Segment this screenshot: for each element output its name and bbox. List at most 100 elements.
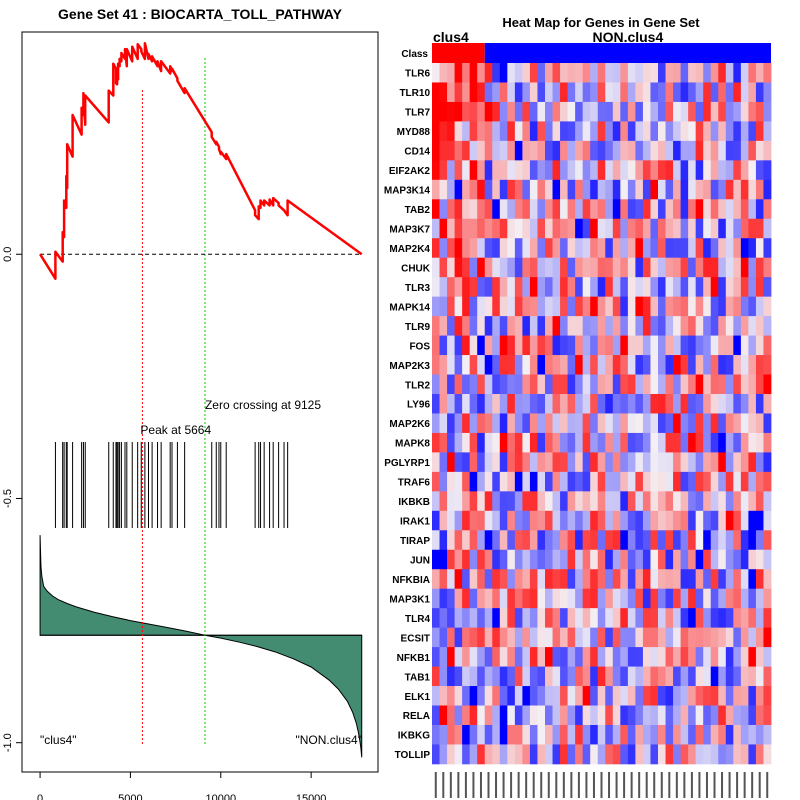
- heatmap-cell: [529, 510, 538, 531]
- heatmap-cell: [492, 588, 501, 609]
- heatmap-cell: [755, 744, 764, 765]
- heatmap-cell: [725, 199, 734, 220]
- heatmap-cell: [763, 121, 772, 142]
- heatmap-cell: [514, 63, 523, 83]
- heatmap-cell: [514, 374, 523, 395]
- heatmap-cell: [703, 63, 712, 83]
- heatmap-cell: [740, 82, 749, 103]
- heatmap-cell: [575, 666, 584, 687]
- heatmap-cell: [477, 355, 486, 375]
- heatmap-cell: [612, 179, 621, 200]
- heatmap-cell: [665, 140, 674, 161]
- heatmap-cell: [755, 393, 764, 414]
- heatmap-cell: [575, 530, 584, 551]
- heatmap-cell: [695, 199, 704, 220]
- gene-row-label: NFKB1: [397, 653, 431, 664]
- heatmap-cell: [454, 296, 463, 317]
- heatmap-cell: [462, 471, 471, 492]
- heatmap-cell: [763, 218, 772, 239]
- enrichment-score-curve: [39, 41, 363, 280]
- heatmap-cell: [432, 238, 440, 259]
- heatmap-cell: [605, 316, 614, 336]
- heatmap-cell: [582, 355, 591, 375]
- heatmap-cell: [597, 569, 606, 590]
- heatmap-cell: [575, 627, 584, 648]
- heatmap-cell: [582, 724, 591, 745]
- heatmap-cell: [499, 608, 508, 629]
- heatmap-cell: [605, 393, 614, 414]
- heatmap-cell: [673, 432, 681, 453]
- heatmap-cell: [477, 744, 486, 765]
- heatmap-cell: [537, 335, 546, 356]
- heatmap-cell: [627, 277, 636, 298]
- heatmap-cell: [733, 569, 742, 590]
- heatmap-cell: [605, 238, 614, 259]
- heatmap-cell: [665, 374, 674, 395]
- heatmap-cell: [522, 647, 531, 667]
- heatmap-cell: [763, 627, 772, 648]
- heatmap-cell: [590, 413, 599, 434]
- heatmap-cell: [627, 82, 636, 103]
- heatmap-cell: [725, 491, 734, 512]
- heatmap-cell: [627, 257, 636, 278]
- heatmap-cell: [725, 316, 734, 336]
- heatmap-cell: [545, 101, 553, 122]
- heatmap-cell: [575, 160, 584, 181]
- heatmap-cell: [703, 530, 712, 551]
- heatmap-cell: [627, 160, 636, 181]
- heatmap-cell: [567, 374, 576, 395]
- heatmap-cell: [597, 374, 606, 395]
- heatmap-cell: [612, 452, 621, 473]
- heatmap-cell: [499, 355, 508, 375]
- heatmap-cell: [627, 705, 636, 726]
- heatmap-cell: [763, 63, 772, 83]
- heatmap-cell: [725, 82, 734, 103]
- heatmap-cell: [703, 218, 712, 239]
- heatmap-cell: [560, 471, 568, 492]
- gene-row-label: TLR10: [399, 88, 430, 99]
- heatmap-cell: [447, 316, 455, 336]
- heatmap-cell: [514, 647, 523, 667]
- heatmap-cell: [725, 374, 734, 395]
- heatmap-cell: [552, 569, 561, 590]
- heatmap-cell: [658, 491, 666, 512]
- heatmap-cell: [537, 160, 546, 181]
- heatmap-cell: [484, 432, 493, 453]
- heatmap-cell: [755, 257, 764, 278]
- heatmap-cell: [529, 491, 538, 512]
- heatmap-cell: [529, 393, 538, 414]
- heatmap-cell: [673, 160, 681, 181]
- heatmap-cell: [605, 569, 614, 590]
- heatmap-cell: [718, 63, 727, 83]
- heatmap-cell: [492, 744, 501, 765]
- heatmap-cell: [650, 549, 659, 570]
- heatmap-cell: [484, 393, 493, 414]
- heatmap-cell: [529, 238, 538, 259]
- heatmap-cell: [725, 179, 734, 200]
- heatmap-cell: [560, 393, 568, 414]
- heatmap-cell: [560, 374, 568, 395]
- heatmap-cell: [469, 647, 478, 667]
- heatmap-cell: [432, 588, 440, 609]
- heatmap-cell: [627, 63, 636, 83]
- heatmap-cell: [447, 179, 455, 200]
- heatmap-cell: [680, 218, 689, 239]
- heatmap-cell: [658, 140, 666, 161]
- heatmap-cell: [658, 296, 666, 317]
- heatmap-cell: [703, 608, 712, 629]
- heatmap-cell: [710, 588, 719, 609]
- heatmap-cell: [522, 199, 531, 220]
- heatmap-cell: [642, 63, 651, 83]
- heatmap-cell: [680, 140, 689, 161]
- heatmap-cell: [560, 140, 568, 161]
- heatmap-cell: [582, 510, 591, 531]
- heatmap-cell: [658, 179, 666, 200]
- heatmap-cell: [469, 355, 478, 375]
- heatmap-cell: [507, 432, 516, 453]
- heatmap-cell: [673, 238, 681, 259]
- heatmap-cell: [454, 432, 463, 453]
- heatmap-cell: [537, 530, 546, 551]
- heatmap-cell: [529, 549, 538, 570]
- heatmap-cell: [537, 257, 546, 278]
- heatmap-cell: [680, 257, 689, 278]
